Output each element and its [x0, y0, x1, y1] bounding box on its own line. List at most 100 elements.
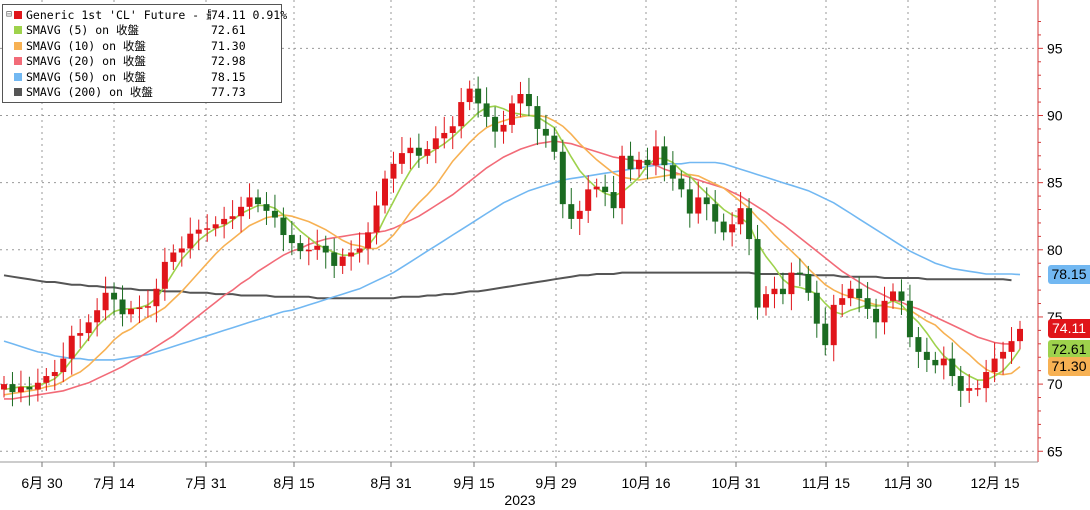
candle-body	[432, 138, 439, 150]
candle-body	[576, 210, 583, 219]
candle-body	[365, 232, 372, 249]
legend-item: SMAVG (10) on 收盤 71.30	[3, 38, 281, 54]
candle-body	[483, 103, 490, 117]
legend-item: SMAVG (20) on 收盤 72.98	[3, 54, 281, 70]
x-tick-label: 10月 31	[711, 475, 760, 491]
candle-body	[288, 235, 295, 244]
candle-body	[652, 146, 659, 166]
candle-body	[238, 206, 245, 217]
candle-body	[610, 192, 617, 209]
candle-body	[542, 128, 549, 136]
collapse-icon[interactable]: ⊟	[6, 9, 13, 21]
candle-body	[178, 248, 185, 253]
candle-body	[187, 233, 194, 249]
y-tick-label: 85	[1047, 175, 1063, 191]
price-tag: 72.61	[1048, 339, 1090, 359]
candle-body	[915, 337, 922, 352]
candle-body	[712, 204, 719, 222]
y-tick-label: 80	[1047, 242, 1063, 258]
legend-item: SMAVG (5) on 收盤 72.61	[3, 23, 281, 39]
price-tag: 74.11	[1048, 319, 1090, 339]
candle-body	[85, 322, 92, 334]
candle-body	[568, 204, 575, 219]
legend-item: SMAVG (200) on 收盤 77.73	[3, 85, 281, 101]
y-tick-label: 95	[1047, 40, 1063, 56]
candle-body	[424, 149, 431, 156]
candle-body	[475, 88, 482, 104]
candle-body	[500, 124, 507, 132]
x-tick-label: 9月 15	[453, 475, 494, 491]
candle-body	[873, 308, 880, 323]
candle-body	[788, 272, 795, 295]
candle-body	[458, 102, 465, 127]
candle-body	[305, 249, 312, 252]
candle-body	[949, 358, 956, 377]
legend-value: 77.73	[211, 85, 246, 100]
candle-body	[51, 372, 58, 377]
candle-body	[940, 358, 947, 366]
candle-body	[695, 197, 702, 214]
candle-body	[881, 300, 888, 323]
x-tick-label: 9月 29	[535, 475, 576, 491]
candle-body	[68, 335, 75, 359]
candle-body	[229, 216, 236, 219]
candle-body	[297, 243, 304, 252]
candle-body	[136, 307, 143, 310]
x-year-label: 2023	[504, 492, 535, 508]
legend-name: SMAVG (5) on 收盤	[26, 23, 140, 38]
sma10-line	[3, 114, 1021, 396]
candle-body	[966, 388, 973, 391]
candle-body	[407, 147, 414, 154]
candle-body	[373, 205, 380, 233]
legend-item: ⊟ Generic 1st 'CL' Future - 最新價74.11 0.91…	[3, 7, 287, 23]
candle-body	[1017, 328, 1023, 342]
candle-body	[974, 388, 981, 390]
candle-body	[94, 310, 101, 323]
legend-item: SMAVG (50) on 收盤 78.15	[3, 69, 281, 85]
candle-body	[822, 323, 829, 346]
legend-swatch	[14, 41, 22, 50]
candle-body	[703, 197, 710, 205]
legend-name: SMAVG (20) on 收盤	[26, 54, 146, 69]
candle-body	[195, 229, 202, 234]
candle-body	[720, 221, 727, 233]
candle-body	[271, 210, 278, 218]
candle-body	[17, 386, 24, 393]
candle-body	[890, 291, 896, 301]
candle-body	[128, 308, 134, 315]
x-tick-label: 7月 31	[185, 475, 226, 491]
candle-body	[678, 178, 685, 190]
candle-body	[77, 333, 84, 336]
candle-body	[263, 204, 270, 211]
candle-body	[170, 252, 177, 262]
candle-body	[559, 151, 566, 205]
candle-body	[796, 272, 803, 275]
price-tag: 71.30	[1048, 357, 1090, 377]
candle-body	[322, 245, 329, 253]
legend-name: SMAVG (10) on 收盤	[26, 38, 146, 53]
candle-body	[932, 359, 939, 366]
y-tick-label: 70	[1047, 376, 1063, 392]
legend-swatch	[14, 88, 22, 97]
candle-body	[957, 376, 964, 391]
legend-value: 72.98	[211, 54, 246, 69]
candle-body	[60, 358, 67, 373]
candle-body	[602, 186, 609, 193]
x-tick-label: 7月 14	[93, 475, 134, 491]
sma20-line	[4, 140, 1012, 400]
x-tick-label: 11月 15	[802, 475, 850, 491]
candle-body	[415, 147, 422, 156]
candle-body	[34, 382, 41, 390]
candle-body	[805, 273, 812, 293]
candle-body	[737, 208, 744, 225]
candle-body	[339, 256, 346, 266]
y-tick-label: 65	[1047, 443, 1063, 459]
candle-body	[585, 189, 592, 211]
candle-body	[1000, 351, 1007, 359]
candle-body	[161, 261, 168, 289]
candle-body	[627, 155, 634, 170]
candle-body	[119, 299, 126, 315]
legend-swatch	[14, 57, 22, 66]
